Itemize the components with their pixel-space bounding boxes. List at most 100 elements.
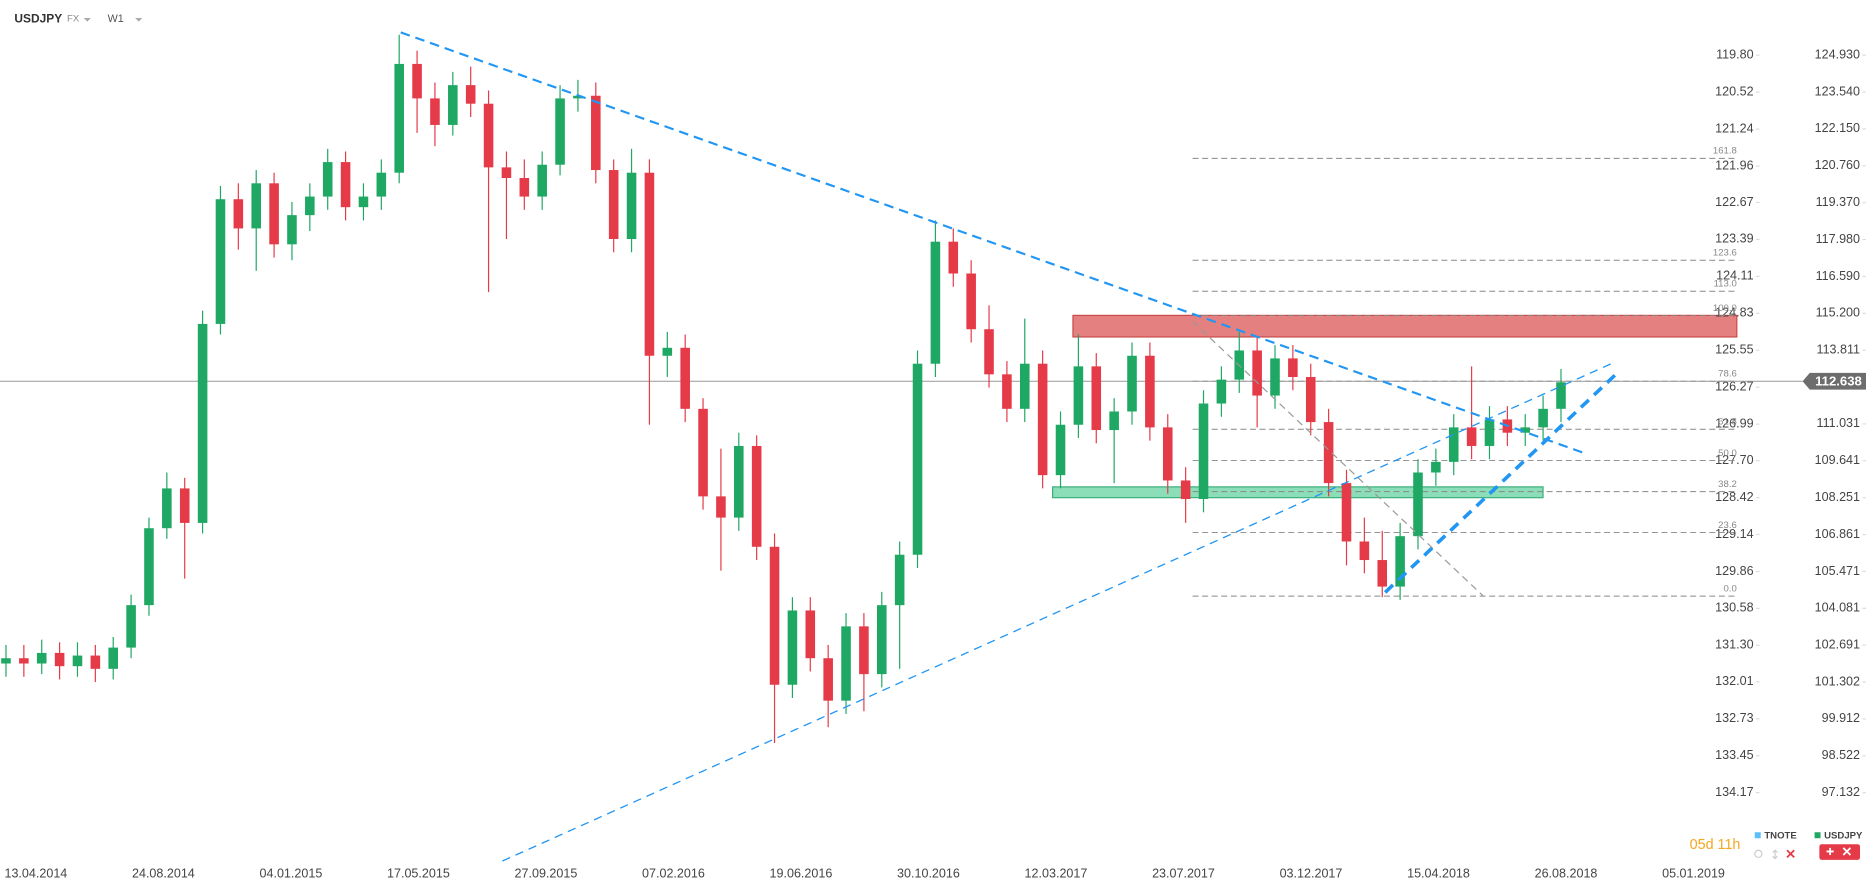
legend-label[interactable]: TNOTE (1764, 830, 1797, 841)
fib-label: 61.8 (1718, 417, 1737, 428)
y-tick-label: 119.80 (1716, 47, 1753, 61)
y-tick-label: 116.590 (1816, 269, 1860, 283)
fib-label: 38.2 (1718, 479, 1737, 490)
dropdown-caret[interactable] (83, 17, 91, 22)
countdown: 05d 11h (1690, 837, 1741, 853)
x-tick-label: 12.03.2017 (1025, 867, 1088, 881)
y-tick-label: 132.01 (1715, 674, 1753, 688)
x-tick-label: 05.01.2019 (1662, 867, 1725, 881)
candle-body (305, 196, 315, 216)
candle-body (126, 605, 136, 648)
candle-body (72, 655, 83, 667)
candle-body (537, 164, 547, 197)
eye-icon[interactable] (1754, 849, 1763, 859)
candle-body (841, 626, 851, 701)
candle-body (984, 329, 994, 375)
y-tick-label: 120.52 (1715, 84, 1753, 98)
candle-body (805, 610, 816, 659)
candle-body (251, 183, 261, 229)
candle-body (501, 167, 512, 178)
candle-body (680, 347, 690, 409)
market[interactable]: FX (67, 14, 80, 25)
legend-swatch (1814, 832, 1821, 839)
candle-body (1305, 376, 1316, 423)
y-tick-label: 122.150 (1815, 121, 1860, 135)
candle-body (430, 98, 440, 125)
x-tick-label: 30.10.2016 (897, 867, 960, 881)
interval[interactable]: W1 (108, 13, 124, 25)
candle-body (36, 652, 47, 664)
y-tick-label: 115.200 (1816, 306, 1860, 320)
candle-body (394, 63, 404, 173)
candle-body (1109, 411, 1119, 431)
candle-body (108, 647, 119, 669)
y-tick-label: 111.031 (1817, 416, 1861, 430)
x-tick-label: 15.04.2018 (1407, 867, 1470, 881)
candle-body (1019, 363, 1030, 409)
y-tick-label: 129.86 (1715, 564, 1753, 578)
candle-body (233, 199, 244, 229)
candle-body (716, 496, 726, 518)
candle-body (465, 85, 476, 104)
candle-body (1198, 403, 1209, 500)
candle-body (644, 172, 655, 356)
candle-body (608, 170, 619, 240)
y-tick-label: 108.251 (1815, 490, 1860, 504)
candle-body (412, 63, 422, 99)
x-tick-label: 24.08.2014 (132, 867, 195, 881)
candle-body (322, 162, 333, 197)
symbol[interactable]: USDJPY (14, 11, 62, 25)
tool-icons[interactable] (1826, 847, 1852, 856)
y-tick-label: 121.96 (1715, 158, 1753, 172)
candle-body (1323, 422, 1334, 484)
support-zone (1052, 486, 1544, 499)
candle-body (376, 172, 387, 197)
y-tick-label: 98.522 (1822, 748, 1860, 762)
last-price-tag (1802, 372, 1866, 390)
usdjpy-tools[interactable] (1819, 844, 1861, 860)
candle-body (1145, 355, 1155, 428)
candle-body (1448, 427, 1459, 462)
resistance-zone (1072, 314, 1738, 338)
candle-body (769, 546, 780, 685)
candle-body (340, 162, 351, 208)
candle-body (1127, 355, 1137, 412)
candle-body (591, 95, 601, 171)
close-icon[interactable] (1786, 849, 1795, 859)
y-tick-label: 124.930 (1815, 47, 1860, 61)
legend-tools (1754, 844, 1861, 860)
y-tick-label: 134.17 (1715, 785, 1753, 799)
y-tick-label: 124.83 (1715, 306, 1753, 320)
fib-label: 100.0 (1713, 303, 1737, 314)
x-tick-label: 23.07.2017 (1152, 867, 1215, 881)
candle-body (751, 445, 762, 547)
candle-body (912, 363, 923, 555)
x-tick-label: 07.02.2016 (642, 867, 705, 881)
candle-body (1484, 419, 1495, 446)
candle-body (823, 658, 833, 701)
candle-body (555, 98, 565, 165)
x-tick-label: 13.04.2014 (4, 867, 67, 881)
candle-body (215, 199, 226, 324)
legend-label[interactable]: USDJPY (1824, 830, 1863, 841)
y-tick-label: 105.471 (1815, 564, 1860, 578)
candle-body (573, 95, 583, 99)
candle-body (1556, 382, 1566, 409)
candle-body (1413, 472, 1423, 537)
move-icon[interactable] (1772, 849, 1778, 860)
candle-body (1520, 427, 1531, 433)
y-tick-label: 104.081 (1815, 601, 1860, 615)
candle-body (1002, 374, 1012, 409)
candle-body (734, 445, 744, 518)
candle-body (1073, 366, 1084, 425)
y-tick-label: 128.42 (1715, 490, 1753, 504)
dropdown-caret[interactable] (135, 17, 143, 22)
candle-body (179, 488, 190, 523)
fib-anchor-line (1192, 320, 1484, 597)
candle-body (948, 241, 959, 274)
candle-body (1055, 424, 1066, 476)
candle-body (859, 626, 869, 675)
fib-label: 23.6 (1718, 520, 1737, 531)
